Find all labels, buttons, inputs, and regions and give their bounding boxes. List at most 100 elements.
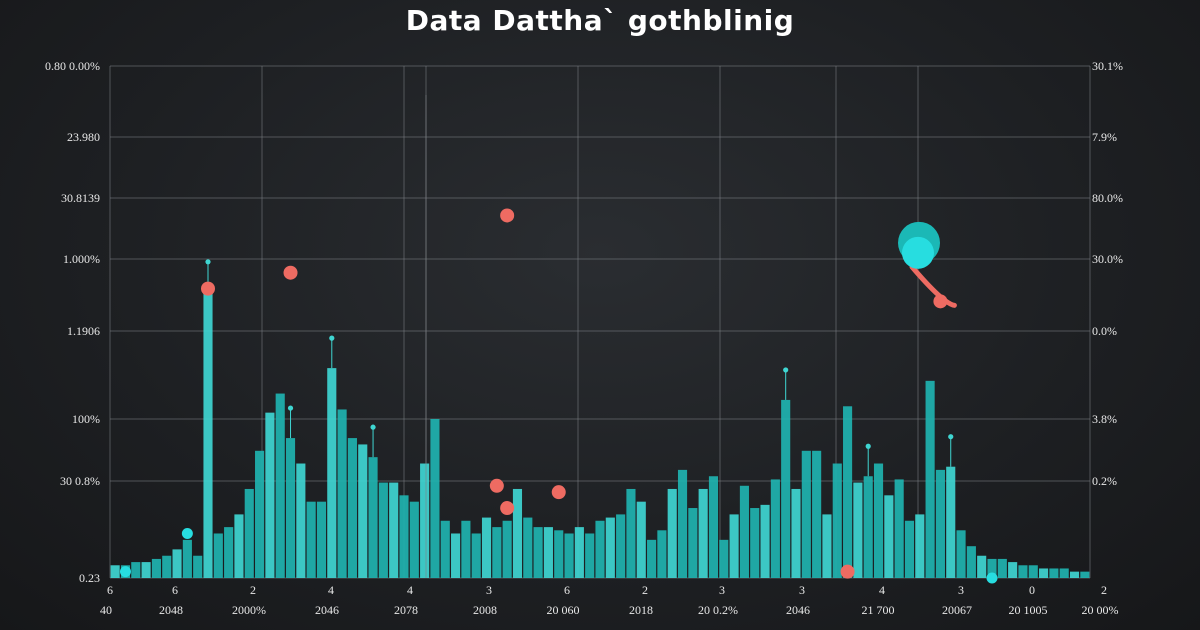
bar — [935, 469, 945, 578]
y-tick-left: 0.23 — [79, 571, 100, 585]
cyan-marker — [181, 527, 193, 539]
x-tick-bottom: 2048 — [159, 603, 183, 617]
bar — [822, 514, 832, 578]
bar — [275, 393, 285, 578]
y-tick-left: 23.980 — [67, 130, 100, 144]
y-tick-left: 0.80 0.00% — [45, 59, 100, 73]
bar — [399, 495, 409, 578]
bar — [688, 508, 698, 578]
bar — [255, 450, 265, 578]
x-tick-bottom: 20 00% — [1082, 603, 1119, 617]
bar — [770, 479, 780, 578]
red-marker — [500, 501, 515, 516]
bar — [636, 501, 646, 578]
x-tick-bottom: 2046 — [315, 603, 339, 617]
whisker-dot — [865, 443, 871, 449]
x-axis-top-ticks: 6 6 2 4 4 3 6 2 3 3 4 3 0 2 — [107, 583, 1107, 597]
bar — [956, 530, 966, 578]
y-tick-right: 0.0% — [1092, 324, 1117, 338]
x-tick-bottom: 2078 — [394, 603, 418, 617]
whisker-dot — [287, 405, 294, 411]
x-tick-top: 4 — [879, 583, 885, 597]
bar — [213, 533, 223, 578]
bar — [327, 368, 337, 578]
bar — [244, 488, 254, 578]
bar — [595, 520, 605, 578]
bar — [481, 517, 492, 578]
bar — [698, 488, 708, 578]
bar — [182, 539, 192, 578]
bar — [234, 514, 244, 578]
bar — [296, 463, 306, 578]
cyan-marker — [986, 572, 998, 584]
bar — [337, 409, 347, 578]
bar — [451, 533, 461, 578]
bar — [440, 520, 450, 578]
bar — [141, 562, 151, 578]
bar — [605, 517, 615, 578]
x-tick-top: 3 — [958, 583, 964, 597]
marker-layer — [119, 95, 998, 584]
y-tick-right: 3.8% — [1092, 412, 1117, 426]
red-marker — [489, 478, 504, 493]
x-tick-bottom: 2018 — [629, 603, 653, 617]
bar — [884, 495, 894, 578]
bar — [554, 530, 564, 578]
bar — [832, 463, 842, 578]
bar — [420, 463, 430, 578]
bar — [543, 527, 553, 578]
bar — [533, 527, 543, 578]
x-tick-bottom: 20 0.2% — [698, 603, 738, 617]
bar — [564, 533, 574, 578]
bar — [647, 539, 657, 578]
x-axis-bottom-ticks: 40 2048 2000% 2046 2078 2008 20 060 2018 20 0.2%… — [100, 603, 1119, 617]
red-marker — [500, 208, 515, 223]
y-tick-left: 30 0.8% — [60, 474, 100, 488]
bar — [131, 562, 141, 578]
x-tick-bottom: 2000% — [232, 603, 266, 617]
bar — [203, 291, 213, 578]
cyan-marker — [119, 566, 131, 578]
y-tick-right: 30.0% — [1092, 252, 1123, 266]
bar — [997, 558, 1007, 578]
bar — [946, 466, 956, 578]
bar — [987, 558, 997, 578]
bar — [306, 501, 316, 578]
x-tick-top: 3 — [799, 583, 805, 597]
x-tick-bottom: 40 — [100, 603, 112, 617]
whisker-dot — [205, 259, 211, 265]
bar — [1028, 565, 1038, 578]
bar — [574, 527, 584, 578]
x-tick-bottom: 2008 — [473, 603, 497, 617]
bar — [677, 469, 688, 578]
bar — [616, 514, 626, 578]
chart-title: Data Dattha` gothblinig — [405, 4, 795, 37]
bar-series — [110, 259, 1090, 578]
x-tick-top: 2 — [1101, 583, 1107, 597]
y-tick-right: 7.9% — [1092, 130, 1117, 144]
bar — [224, 527, 234, 578]
bar — [667, 488, 677, 578]
y-tick-right: 30.1% — [1092, 59, 1123, 73]
callout-bubble-inner — [902, 236, 934, 269]
bar — [719, 539, 729, 578]
bar — [1008, 562, 1018, 578]
y-tick-right: 0.2% — [1092, 474, 1117, 488]
bar — [162, 555, 172, 578]
bar — [461, 520, 471, 578]
bar — [791, 488, 801, 578]
bar — [316, 501, 327, 578]
x-tick-top: 2 — [642, 583, 648, 597]
bar — [843, 406, 853, 578]
y-tick-right: 80.0% — [1092, 191, 1123, 205]
bar — [151, 558, 161, 578]
y-tick-left: 30.8139 — [61, 191, 100, 205]
bar — [193, 555, 203, 578]
x-tick-top: 3 — [719, 583, 725, 597]
red-marker — [283, 265, 298, 280]
x-tick-top: 4 — [328, 583, 334, 597]
bar — [760, 504, 770, 578]
bar — [471, 533, 481, 578]
bar — [1039, 568, 1049, 578]
